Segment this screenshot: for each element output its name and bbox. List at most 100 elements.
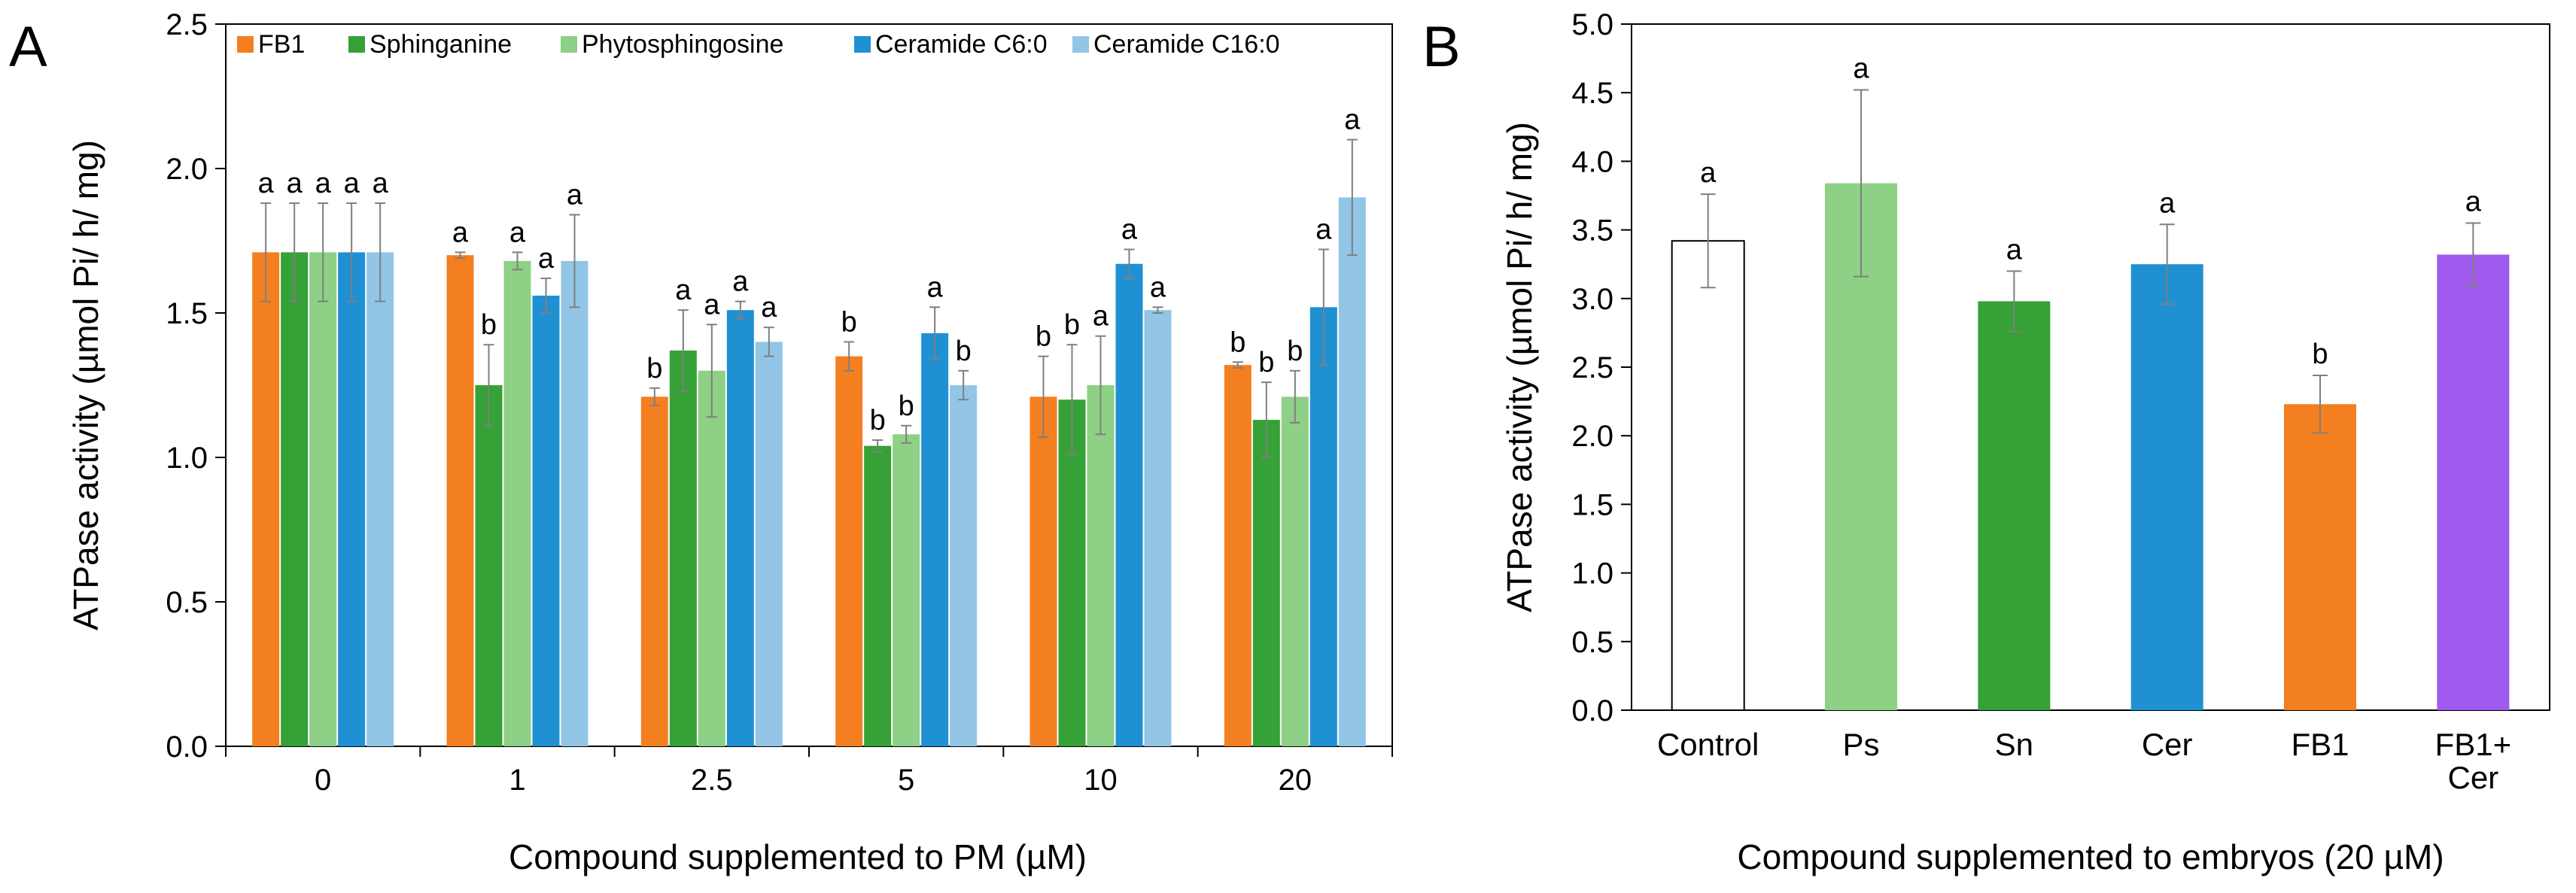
- significance-letter: a: [2006, 234, 2023, 266]
- x-tick-label: Cer: [2447, 760, 2498, 795]
- bar: [755, 342, 783, 746]
- legend-label: Phytosphingosine: [582, 30, 783, 59]
- bar: [921, 333, 949, 746]
- x-tick-label: Ps: [1842, 727, 1879, 762]
- y-tick-label: 2.5: [166, 8, 208, 41]
- significance-letter: a: [315, 168, 332, 199]
- bar: [309, 252, 337, 746]
- bar: [1058, 399, 1086, 746]
- significance-letter: b: [646, 353, 662, 384]
- bar: [366, 252, 394, 746]
- significance-letter: b: [841, 306, 857, 338]
- bar: [475, 385, 503, 746]
- significance-letter: a: [761, 292, 777, 323]
- legend-swatch: [1072, 36, 1089, 53]
- panel-a-legend: FB1 Sphinganine Phytosphingosine Ceramide C…: [237, 30, 1280, 59]
- panel-b-bars: [1671, 183, 2510, 711]
- y-tick-label: 4.0: [1571, 145, 1613, 178]
- panel-a-plot-area: [225, 23, 1393, 747]
- legend-swatch: [237, 36, 254, 53]
- significance-letter: b: [870, 405, 886, 436]
- bar: [338, 252, 366, 746]
- panel-a-y-axis: 0.0 0.5 1.0 1.5 2.0 2.5: [166, 8, 226, 764]
- significance-letter: a: [258, 168, 275, 199]
- x-tick-label: 20: [1279, 764, 1312, 797]
- legend-label: FB1: [258, 30, 305, 59]
- bar: [893, 434, 920, 746]
- y-tick-label: 0.0: [166, 730, 208, 764]
- x-tick-label: 10: [1084, 764, 1118, 797]
- significance-letter: a: [344, 168, 360, 199]
- panel-b-x-axis: Control Ps Sn Cer FB1 FB1+Cer: [1657, 727, 2511, 795]
- significance-letter: a: [1315, 214, 1332, 246]
- significance-letter: a: [452, 217, 469, 248]
- panel-a-error-bars: [260, 138, 1358, 458]
- y-tick-label: 3.5: [1571, 214, 1613, 248]
- bar: [1115, 263, 1143, 747]
- bar: [2437, 254, 2510, 710]
- bar: [446, 255, 474, 746]
- significance-letter: b: [1036, 321, 1051, 353]
- significance-letter: a: [1150, 272, 1166, 303]
- bar: [2130, 264, 2203, 710]
- significance-letter: a: [675, 275, 692, 306]
- bar: [503, 260, 531, 746]
- y-tick-label: 0.5: [1571, 626, 1613, 659]
- bar: [1087, 385, 1115, 746]
- significance-letter: a: [927, 272, 944, 303]
- significance-letter: b: [1287, 336, 1303, 367]
- bar: [950, 385, 978, 746]
- significance-letter: a: [2159, 187, 2176, 219]
- significance-letter: a: [1344, 105, 1361, 136]
- x-tick-label: 5: [898, 764, 914, 797]
- significance-letter: b: [956, 336, 972, 367]
- significance-letter: b: [1258, 347, 1274, 378]
- x-tick-label: 1: [509, 764, 525, 797]
- legend-swatch: [348, 36, 365, 53]
- panel-a-x-axis: 0 1 2.5 5 10 20: [225, 746, 1393, 797]
- significance-letter: a: [1853, 53, 1869, 85]
- y-tick-label: 3.0: [1571, 283, 1613, 316]
- panel-b-chart: B 0.00.51.01.52.02.53.03.54.04.55.0 aaaa…: [1422, 8, 2550, 876]
- y-tick-label: 0.5: [166, 586, 208, 619]
- bar: [835, 356, 863, 747]
- significance-letter: a: [1093, 301, 1109, 333]
- y-tick-label: 1.0: [1571, 557, 1613, 591]
- legend-label: Ceramide C16:0: [1093, 30, 1280, 59]
- significance-letter: a: [1700, 157, 1717, 189]
- y-tick-label: 5.0: [1571, 8, 1613, 41]
- panel-a-letter: A: [9, 15, 47, 79]
- bar: [252, 252, 280, 746]
- legend-label: Ceramide C6:0: [875, 30, 1048, 59]
- significance-letter: a: [287, 168, 303, 199]
- significance-letter: b: [1064, 309, 1080, 341]
- legend-label: Sphinganine: [370, 30, 512, 59]
- panel-b-significance-letters: a a a a b a: [1700, 53, 2482, 370]
- significance-letter: a: [2465, 186, 2482, 217]
- y-tick-label: 1.0: [166, 442, 208, 475]
- bar: [640, 396, 668, 746]
- bar: [1309, 307, 1337, 746]
- y-tick-label: 4.5: [1571, 77, 1613, 110]
- significance-letter: b: [2312, 339, 2328, 370]
- y-tick-label: 1.5: [166, 297, 208, 330]
- y-tick-label: 1.5: [1571, 488, 1613, 521]
- bar: [698, 370, 725, 746]
- bar: [669, 350, 697, 746]
- panel-b-error-bars: [1700, 89, 2481, 434]
- panel-b-x-axis-title: Compound supplemented to embryos (20 µM): [1737, 837, 2444, 876]
- x-tick-label: FB1: [2291, 727, 2349, 762]
- significance-letter: b: [899, 390, 914, 422]
- bar: [532, 295, 560, 747]
- y-tick-label: 2.0: [1571, 420, 1613, 453]
- x-tick-label: Cer: [2142, 727, 2193, 762]
- bar: [1978, 301, 2051, 710]
- bar: [1144, 310, 1172, 746]
- bar: [1029, 396, 1057, 746]
- bar: [281, 252, 309, 746]
- panel-a-bars: [252, 197, 1366, 747]
- panel-a-y-axis-title: ATPase activity (µmol Pi/ h/ mg): [66, 140, 105, 630]
